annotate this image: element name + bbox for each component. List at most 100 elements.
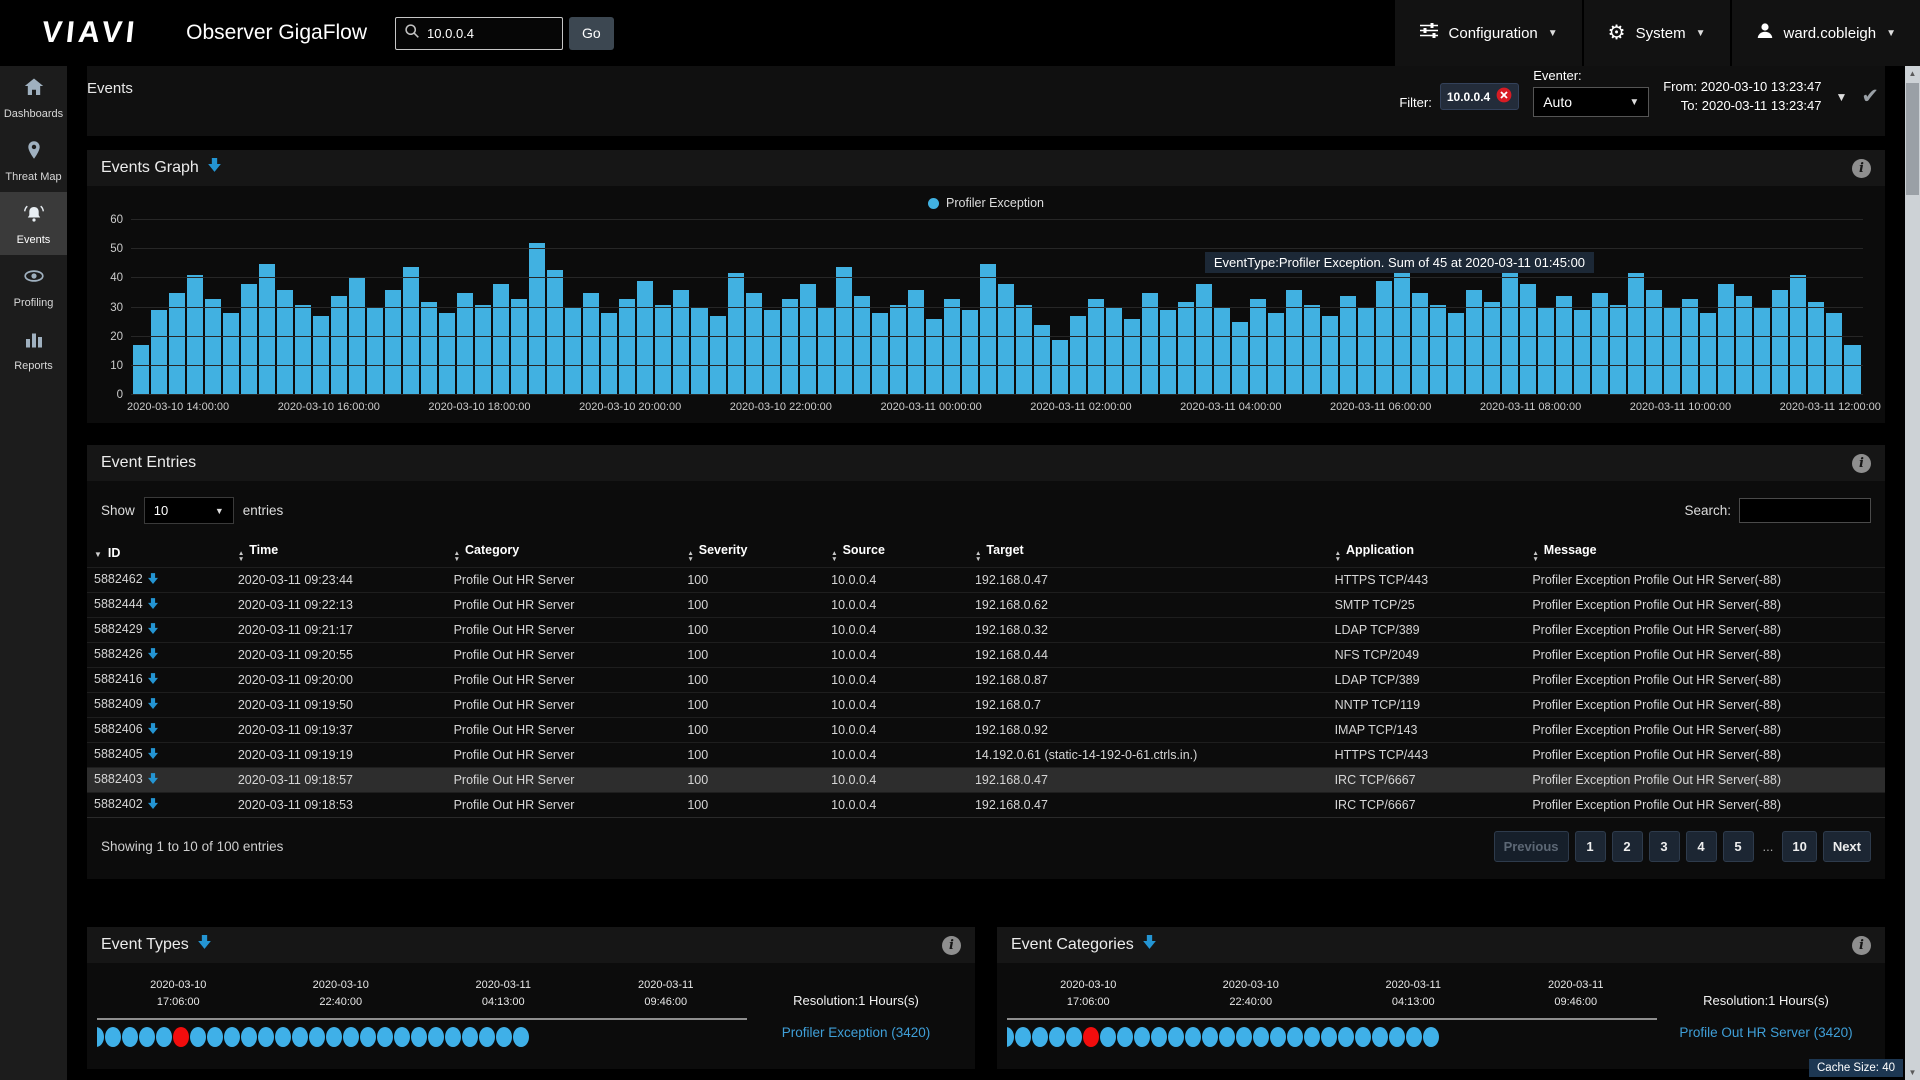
chart-bar[interactable]: [583, 293, 599, 395]
date-range-caret-icon[interactable]: ▼: [1836, 90, 1848, 104]
chart-bar[interactable]: [475, 305, 491, 395]
chart-bar[interactable]: [1106, 308, 1122, 396]
chart-bar[interactable]: [1520, 284, 1536, 395]
chart-bar[interactable]: [944, 299, 960, 395]
chart-bar[interactable]: [710, 316, 726, 395]
chart-bar[interactable]: [1664, 308, 1680, 396]
download-icon[interactable]: [198, 935, 211, 955]
table-row[interactable]: 58824032020-03-11 09:18:57Profile Out HR…: [87, 768, 1885, 793]
chart-bar[interactable]: [1358, 308, 1374, 396]
chart-bar[interactable]: [205, 299, 221, 395]
chart-bar[interactable]: [1214, 308, 1230, 396]
chart-bar[interactable]: [403, 267, 419, 395]
table-row[interactable]: 58824092020-03-11 09:19:50Profile Out HR…: [87, 693, 1885, 718]
sidebar-item-reports[interactable]: Reports: [0, 318, 67, 381]
page-button-5[interactable]: 5: [1723, 831, 1754, 862]
chart-bar[interactable]: [1574, 310, 1590, 395]
chart-bar[interactable]: [691, 308, 707, 396]
remove-filter-icon[interactable]: [1496, 87, 1512, 106]
chart-bar[interactable]: [349, 278, 365, 395]
eventer-select[interactable]: Auto ▼: [1533, 87, 1649, 117]
chart-bar[interactable]: [223, 313, 239, 395]
column-header-time[interactable]: ▲▼Time: [231, 538, 447, 568]
download-icon[interactable]: [148, 698, 158, 713]
page-button-3[interactable]: 3: [1649, 831, 1680, 862]
table-row[interactable]: 58824442020-03-11 09:22:13Profile Out HR…: [87, 593, 1885, 618]
download-icon[interactable]: [148, 648, 158, 663]
column-header-category[interactable]: ▲▼Category: [447, 538, 681, 568]
column-header-severity[interactable]: ▲▼Severity: [680, 538, 824, 568]
chart-bar[interactable]: [1592, 293, 1608, 395]
chart-bar[interactable]: [601, 313, 617, 395]
chart-bar[interactable]: [169, 293, 185, 395]
chart-bar[interactable]: [1538, 308, 1554, 396]
chart-bar[interactable]: [547, 270, 563, 395]
chart-bar[interactable]: [1250, 299, 1266, 395]
chart-bar[interactable]: [1736, 296, 1752, 395]
chart-bar[interactable]: [1142, 293, 1158, 395]
chart-bar[interactable]: [1304, 305, 1320, 395]
chart-bar[interactable]: [619, 299, 635, 395]
download-icon[interactable]: [148, 623, 158, 638]
sidebar-item-profiling[interactable]: Profiling: [0, 255, 67, 318]
table-row[interactable]: 58824162020-03-11 09:20:00Profile Out HR…: [87, 668, 1885, 693]
chart-bar[interactable]: [1556, 296, 1572, 395]
chart-bar[interactable]: [1268, 313, 1284, 395]
chart-bar[interactable]: [1232, 322, 1248, 395]
chart-bar[interactable]: [1844, 345, 1860, 395]
chart-bar[interactable]: [637, 281, 653, 395]
chart-bar[interactable]: [1340, 296, 1356, 395]
download-icon[interactable]: [148, 673, 158, 688]
column-header-message[interactable]: ▲▼Message: [1525, 538, 1885, 568]
download-icon[interactable]: [148, 723, 158, 738]
chart-bar[interactable]: [1808, 302, 1824, 395]
table-row[interactable]: 58824262020-03-11 09:20:55Profile Out HR…: [87, 643, 1885, 668]
page-button-2[interactable]: 2: [1612, 831, 1643, 862]
chart-bar[interactable]: [818, 308, 834, 396]
table-row[interactable]: 58824062020-03-11 09:19:37Profile Out HR…: [87, 718, 1885, 743]
download-icon[interactable]: [208, 158, 221, 178]
chart-bar[interactable]: [1160, 310, 1176, 395]
table-row[interactable]: 58824052020-03-11 09:19:19Profile Out HR…: [87, 743, 1885, 768]
scroll-down-arrow[interactable]: ▼: [1905, 1065, 1920, 1080]
chart-bar[interactable]: [1016, 305, 1032, 395]
column-header-source[interactable]: ▲▼Source: [824, 538, 968, 568]
column-header-id[interactable]: ▼ID: [87, 538, 231, 568]
chart-bar[interactable]: [241, 284, 257, 395]
chart-bar[interactable]: [980, 264, 996, 395]
sidebar-item-dashboards[interactable]: Dashboards: [0, 66, 67, 129]
chart-bar[interactable]: [1376, 281, 1392, 395]
chart-bar[interactable]: [1322, 316, 1338, 395]
chart-bar[interactable]: [1682, 299, 1698, 395]
chart-bar[interactable]: [1394, 270, 1410, 395]
chart-bar[interactable]: [367, 308, 383, 396]
table-row[interactable]: 58824022020-03-11 09:18:53Profile Out HR…: [87, 793, 1885, 818]
chart-bar[interactable]: [1628, 273, 1644, 396]
chart-bar[interactable]: [1754, 308, 1770, 396]
info-icon[interactable]: i: [1852, 159, 1871, 178]
page-size-select[interactable]: 10 ▼: [144, 497, 234, 524]
chart-bar[interactable]: [1070, 316, 1086, 395]
column-header-target[interactable]: ▲▼Target: [968, 538, 1328, 568]
chart-bar[interactable]: [1502, 267, 1518, 395]
scrollbar-thumb[interactable]: [1906, 83, 1919, 195]
series-link[interactable]: Profile Out HR Server (3420): [1657, 1025, 1875, 1040]
download-icon[interactable]: [148, 748, 158, 763]
chart-bar[interactable]: [764, 310, 780, 395]
sidebar-item-events[interactable]: Events: [0, 192, 67, 255]
configuration-menu[interactable]: Configuration ▼: [1393, 0, 1582, 66]
download-icon[interactable]: [148, 773, 158, 788]
chart-bar[interactable]: [962, 310, 978, 395]
last-page-button[interactable]: 10: [1782, 831, 1816, 862]
chart-bar[interactable]: [295, 305, 311, 395]
chart-bar[interactable]: [439, 313, 455, 395]
chart-bar[interactable]: [331, 296, 347, 395]
table-row[interactable]: 58824622020-03-11 09:23:44Profile Out HR…: [87, 568, 1885, 593]
chart-bar[interactable]: [1700, 313, 1716, 395]
chart-bar[interactable]: [1412, 293, 1428, 395]
chart-bar[interactable]: [1052, 340, 1068, 395]
chart-bar[interactable]: [565, 308, 581, 396]
chart-bar[interactable]: [1610, 305, 1626, 395]
info-icon[interactable]: i: [942, 936, 961, 955]
chart-bar[interactable]: [511, 299, 527, 395]
